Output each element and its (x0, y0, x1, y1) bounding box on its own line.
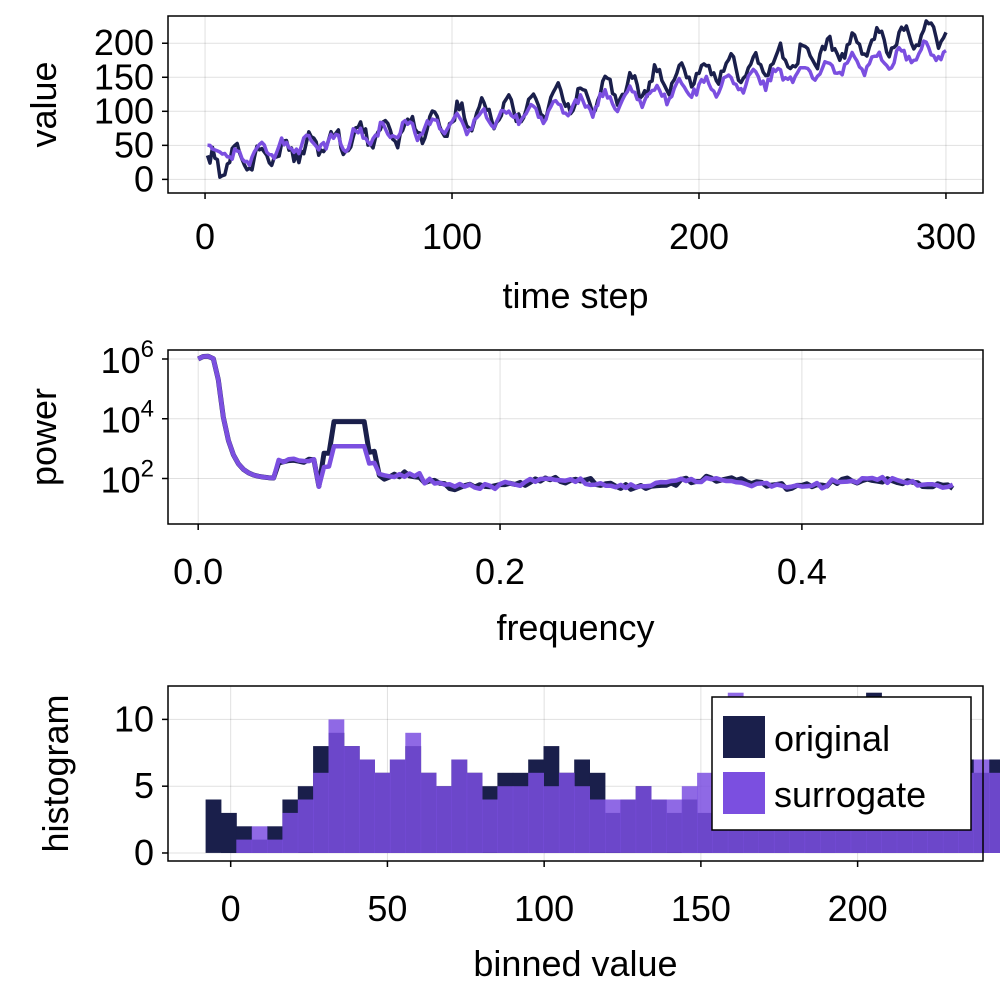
histogram-bar-surrogate (620, 799, 637, 853)
histogram-x-tick-label: 50 (367, 888, 407, 929)
histogram-bar-surrogate (574, 786, 590, 853)
histogram-y-tick-label: 5 (134, 765, 154, 806)
histogram-bar-surrogate (313, 772, 329, 853)
timeseries-y-tick-label: 100 (94, 90, 154, 131)
timeseries-y-axis-label: value (23, 61, 64, 147)
histogram-bar-surrogate (512, 786, 529, 853)
histogram-bar-surrogate (328, 719, 345, 853)
timeseries-y-tick-label: 50 (114, 124, 154, 165)
histogram-bar-surrogate (605, 799, 621, 853)
spectrum-y-tick-label: 106 (101, 336, 154, 381)
histogram-bar-surrogate (635, 786, 652, 853)
histogram-bar-surrogate (420, 772, 437, 853)
histogram-bar-surrogate (267, 839, 283, 853)
timeseries-x-tick-label: 200 (669, 216, 729, 257)
spectrum-panel: 0.0 0.2 0.4 102 104 106 frequency power (23, 336, 984, 648)
histogram-bar-surrogate (482, 799, 498, 853)
histogram-x-tick-label: 150 (671, 888, 731, 929)
legend-swatch-surrogate (723, 772, 765, 814)
histogram-bar-surrogate (497, 786, 514, 853)
histogram-bar-surrogate (528, 772, 544, 853)
histogram-bar-surrogate (989, 772, 1000, 853)
histogram-bar-original (205, 799, 222, 853)
legend-label-original: original (774, 718, 890, 759)
histogram-bar-surrogate (973, 759, 990, 853)
legend-swatch-original (723, 716, 765, 758)
histogram-bar-surrogate (297, 799, 314, 853)
spectrum-line-surrogate (197, 354, 954, 492)
histogram-x-tick-label: 0 (221, 888, 241, 929)
histogram-bar-surrogate (236, 839, 253, 853)
spectrum-ticks: 0.0 0.2 0.4 102 104 106 (101, 336, 827, 592)
histogram-frame (167, 685, 984, 862)
timeseries-line-surrogate (207, 39, 947, 168)
timeseries-x-tick-label: 300 (916, 216, 976, 257)
timeseries-series (205, 19, 948, 179)
spectrum-x-tick-label: 0.2 (475, 551, 525, 592)
spectrum-x-tick-label: 0.0 (173, 551, 223, 592)
timeseries-x-tick-label: 0 (195, 216, 215, 257)
spectrum-x-axis-label: frequency (496, 607, 654, 648)
spectrum-frame (167, 349, 984, 525)
histogram-bar-surrogate (359, 759, 375, 853)
timeseries-x-tick-label: 100 (422, 216, 482, 257)
timeseries-frame (167, 15, 984, 194)
timeseries-y-tick-label: 0 (134, 158, 154, 199)
histogram-bar-surrogate (651, 799, 667, 853)
histogram-x-tick-label: 100 (514, 888, 574, 929)
histogram-bar-surrogate (436, 786, 452, 853)
histogram-y-axis-label: histogram (35, 694, 76, 852)
histogram-bar-surrogate (543, 786, 560, 853)
histogram-y-tick-label: 10 (114, 698, 154, 739)
histogram-bar-surrogate (681, 786, 698, 853)
histogram-bar-surrogate (389, 759, 406, 853)
histogram-bar-surrogate (343, 746, 360, 853)
legend: original surrogate (711, 696, 972, 831)
histogram-bar-surrogate (405, 732, 422, 853)
histogram-y-tick-label: 0 (134, 832, 154, 873)
spectrum-y-tick-label: 102 (101, 456, 154, 501)
histogram-bar-surrogate (374, 772, 391, 853)
histogram-bar-surrogate (251, 826, 268, 853)
histogram-x-axis-label: binned value (473, 943, 677, 984)
histogram-bar-surrogate (666, 799, 683, 853)
spectrum-grid (168, 350, 983, 524)
spectrum-y-axis-label: power (23, 388, 64, 486)
spectrum-series (197, 353, 955, 493)
histogram-bar-surrogate (466, 772, 483, 853)
histogram-ticks: 0 50 100 150 200 0 5 10 (114, 698, 888, 929)
histogram-bar-surrogate (282, 812, 299, 853)
histogram-bar-surrogate (451, 759, 468, 853)
spectrum-line-original (197, 353, 955, 493)
histogram-bar-surrogate (589, 799, 606, 853)
spectrum-x-tick-label: 0.4 (777, 551, 827, 592)
timeseries-y-tick-label: 200 (94, 22, 154, 63)
timeseries-x-axis-label: time step (502, 275, 648, 316)
histogram-bar-surrogate (558, 772, 575, 853)
histogram-x-tick-label: 200 (828, 888, 888, 929)
legend-label-surrogate: surrogate (774, 774, 926, 815)
timeseries-y-tick-label: 150 (94, 56, 154, 97)
spectrum-y-tick-label: 104 (101, 396, 154, 441)
histogram-bar-surrogate (697, 772, 713, 853)
histogram-bar-original (221, 812, 237, 853)
